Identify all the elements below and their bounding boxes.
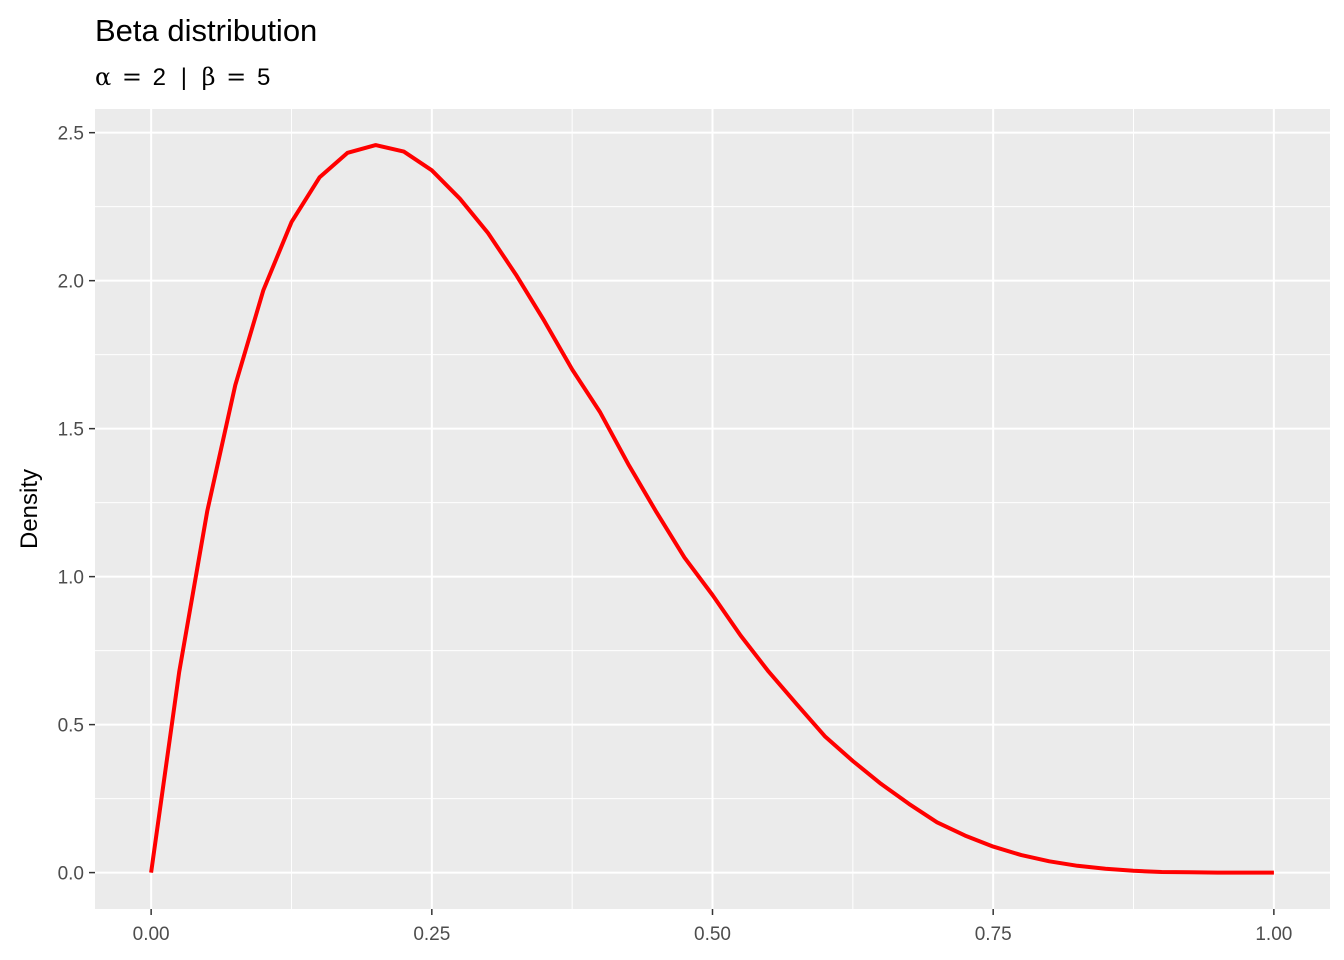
x-tick-label: 0.50 xyxy=(694,924,731,945)
y-tick-label: 2.5 xyxy=(58,124,84,145)
beta-value: 5 xyxy=(257,64,270,91)
series-layer xyxy=(149,143,1274,875)
y-axis: 0.0 0.5 1.0 1.5 2.0 2.5 xyxy=(58,124,95,885)
x-tick-label: 0.00 xyxy=(133,924,170,945)
beta-symbol: β xyxy=(202,63,216,91)
beta-equals: = xyxy=(226,63,246,91)
y-axis-title: Density xyxy=(16,469,43,549)
y-tick-label: 2.0 xyxy=(58,272,84,293)
chart-title: Beta distribution xyxy=(95,13,317,48)
major-gridlines xyxy=(95,109,1330,909)
x-tick-label: 1.00 xyxy=(1255,924,1292,945)
density-curve xyxy=(149,143,1274,875)
y-tick-label: 0.0 xyxy=(58,864,84,885)
alpha-equals: = xyxy=(122,63,142,91)
y-tick-label: 1.0 xyxy=(58,568,84,589)
x-axis: 0.00 0.25 0.50 0.75 1.00 xyxy=(133,909,1292,945)
y-tick-label: 0.5 xyxy=(58,716,84,737)
x-tick-label: 0.75 xyxy=(975,924,1012,945)
subtitle-separator: | xyxy=(181,64,187,91)
chart-subtitle: α = 2 | β = 5 xyxy=(95,63,270,91)
alpha-value: 2 xyxy=(153,64,166,91)
y-tick-label: 1.5 xyxy=(58,420,84,441)
alpha-symbol: α xyxy=(95,63,111,91)
x-tick-label: 0.25 xyxy=(413,924,450,945)
